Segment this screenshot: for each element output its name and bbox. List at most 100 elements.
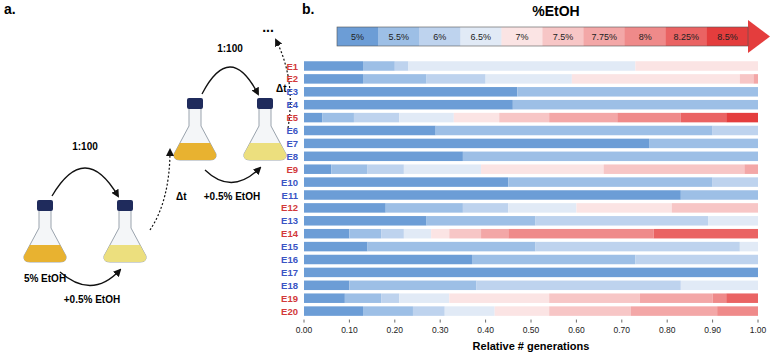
bar-segment: [304, 216, 427, 226]
bar-segment: [758, 190, 759, 200]
bar-segment: [758, 216, 759, 226]
bar-segment: [758, 126, 759, 136]
dilution-label: 1:100: [217, 43, 243, 54]
legend-label: 6.5%: [471, 32, 492, 42]
bar-segment: [758, 281, 759, 291]
x-tick-label: 0.10: [341, 325, 358, 335]
bar-segment: [713, 177, 758, 187]
bar-segment: [758, 268, 759, 278]
bar-segment: [431, 229, 449, 239]
bar-segment: [758, 281, 759, 291]
bar-segment: [758, 203, 759, 213]
bar-segment: [349, 229, 381, 239]
bar-segment: [304, 113, 322, 123]
x-tick: [485, 320, 486, 323]
bar-segment: [758, 268, 759, 278]
legend-frame: [337, 27, 748, 46]
bar-segment: [454, 113, 499, 123]
bar-segment: [758, 100, 759, 110]
bar-segment: [758, 61, 759, 71]
x-axis-label: Relative # generations: [473, 340, 590, 352]
category-label: E1: [286, 61, 298, 72]
bar-segment: [304, 126, 436, 136]
bar-segment: [758, 203, 759, 213]
bar-segment: [758, 177, 759, 187]
bar-segment: [758, 61, 759, 71]
bar-segment: [635, 255, 758, 265]
bar-segment: [758, 281, 759, 291]
bar-segment: [758, 216, 759, 226]
bar-segment: [304, 190, 681, 200]
bar-segment: [740, 242, 758, 252]
bar-segment: [536, 216, 709, 226]
x-tick-label: 0.30: [432, 325, 449, 335]
bar-segment: [304, 203, 386, 213]
flask-glass: [244, 108, 286, 160]
bar-segment: [758, 242, 759, 252]
bar-segment: [758, 152, 759, 162]
bar-segment: [681, 281, 758, 291]
bar-segment: [449, 293, 549, 303]
bar-segment: [304, 164, 331, 174]
bar-segment: [499, 113, 549, 123]
bar-segment: [654, 229, 758, 239]
bar-segment: [758, 190, 759, 200]
x-tick-label: 0.70: [614, 325, 631, 335]
bar-segment: [758, 152, 759, 162]
bar-segment: [758, 177, 759, 187]
x-tick-label: 0.90: [704, 325, 721, 335]
bar-segment: [304, 268, 758, 278]
x-tick: [758, 320, 759, 323]
bar-segment: [758, 164, 759, 174]
bar-segment: [304, 281, 349, 291]
category-label: E8: [286, 151, 298, 162]
bar-segment: [381, 293, 399, 303]
bar-segment: [758, 190, 759, 200]
bar-segment: [481, 164, 604, 174]
x-tick: [440, 320, 441, 323]
bar-segment: [758, 293, 759, 303]
dilution-label: 1:100: [72, 141, 98, 152]
x-tick: [712, 320, 713, 323]
bar-segment: [758, 177, 759, 187]
bars: [304, 61, 758, 316]
bar-segment: [758, 152, 759, 162]
bar-segment: [758, 152, 759, 162]
bar-segment: [549, 113, 617, 123]
panel-label: a.: [4, 1, 16, 17]
bar-segment: [436, 126, 713, 136]
bar-segment: [549, 293, 640, 303]
bar-segment: [354, 113, 399, 123]
legend-swatch: [378, 27, 420, 46]
x-tick-label: 0.60: [568, 325, 585, 335]
bar-segment: [758, 61, 759, 71]
dilution-arrow: [202, 67, 258, 94]
category-label: E9: [286, 164, 298, 175]
legend-swatch: [337, 27, 379, 46]
bar-segment: [758, 190, 759, 200]
bar-segment: [427, 216, 536, 226]
legend-swatch: [666, 27, 708, 46]
step-arrow: [205, 168, 260, 183]
bar-segment: [758, 100, 759, 110]
bar-segment: [758, 126, 759, 136]
bar-segment: [758, 242, 759, 252]
bar-segment: [508, 177, 712, 187]
bar-segment: [758, 139, 759, 149]
flask: [104, 200, 146, 262]
legend-label: 7.5%: [553, 32, 574, 42]
category-label: E17: [281, 267, 298, 278]
legend-label: 5%: [351, 32, 364, 42]
category-label: E19: [281, 293, 298, 304]
bar-segment: [726, 293, 758, 303]
bar-segment: [758, 281, 759, 291]
bar-segment: [331, 164, 367, 174]
bar-segment: [368, 242, 536, 252]
flask-cap: [187, 98, 203, 109]
flask-liquid: [174, 143, 216, 160]
bar-segment: [681, 190, 758, 200]
category-label: E11: [282, 190, 299, 201]
bar-segment: [717, 306, 758, 316]
bar-segment: [758, 100, 759, 110]
bar-segment: [758, 100, 759, 110]
